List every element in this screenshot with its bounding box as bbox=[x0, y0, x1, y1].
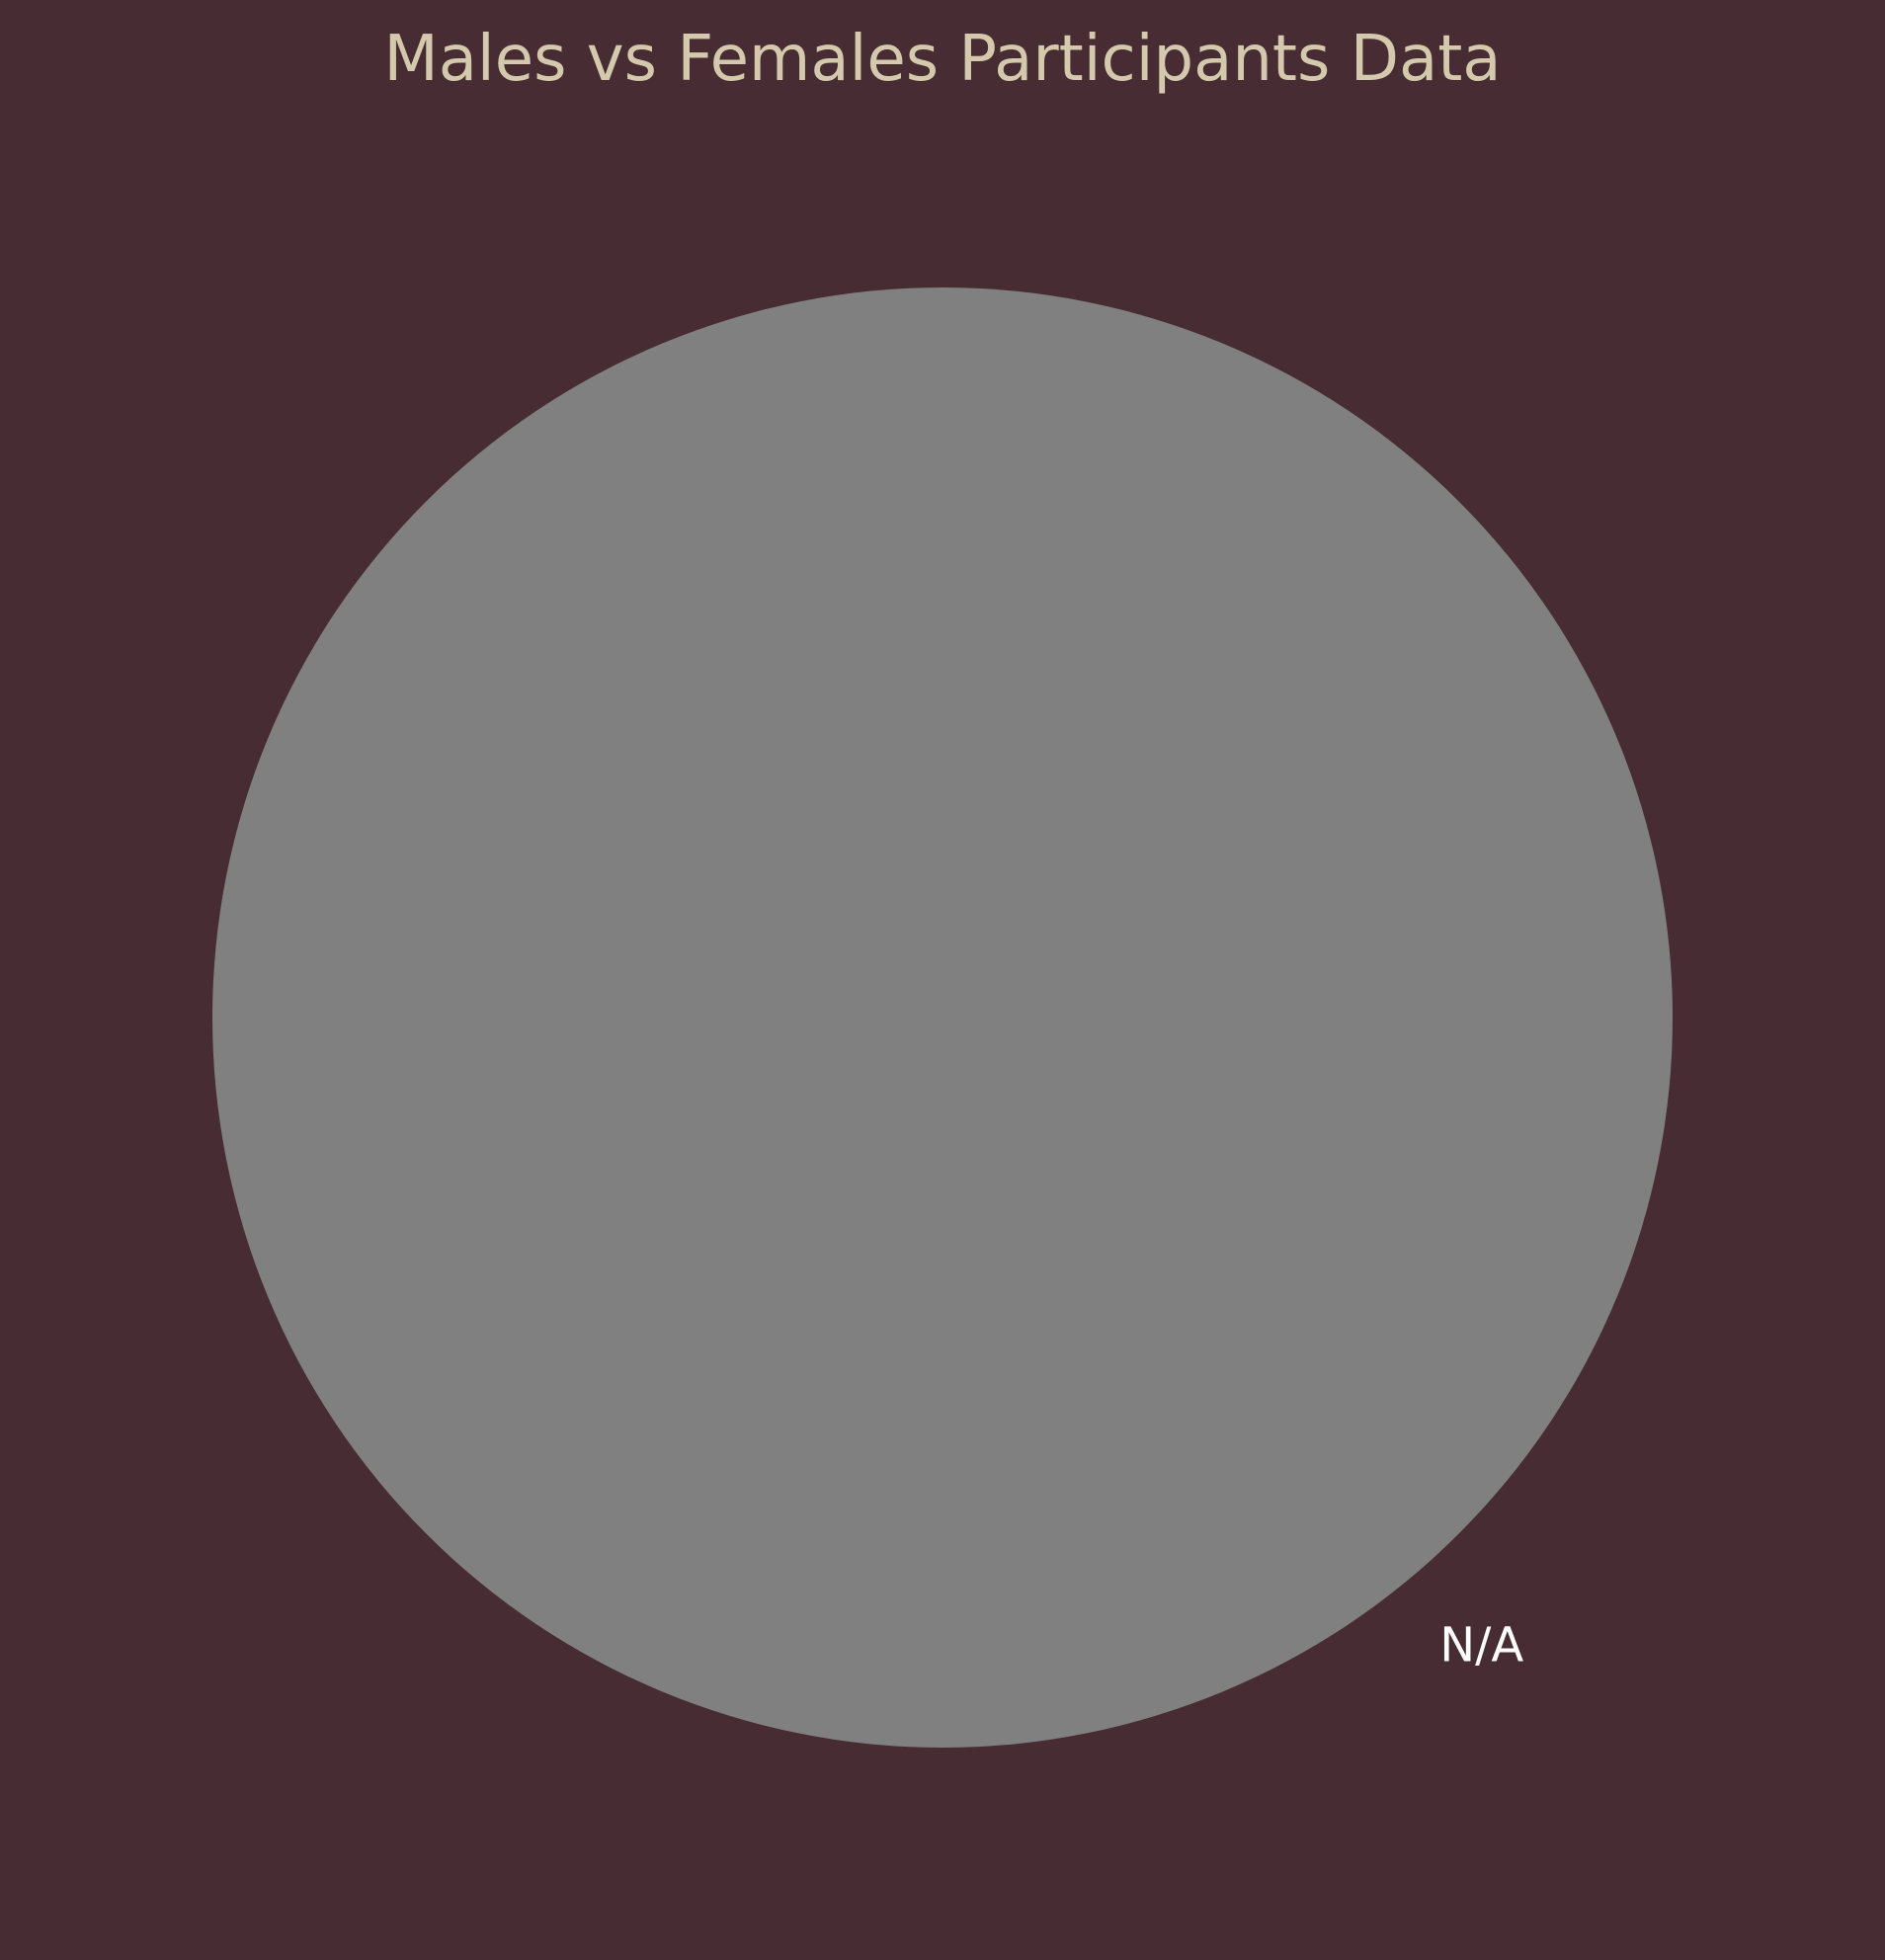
pie-slice bbox=[212, 287, 1673, 1748]
chart-title: Males vs Females Participants Data bbox=[383, 23, 1502, 96]
slice-label: N/A bbox=[1439, 1617, 1523, 1673]
